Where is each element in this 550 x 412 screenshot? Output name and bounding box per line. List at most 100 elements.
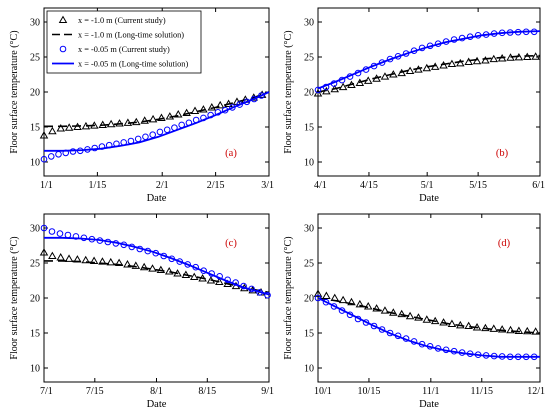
triangle-marker (506, 325, 515, 334)
triangle-marker (157, 113, 166, 121)
legend: x = -1.0 m (Current study) x = -1.0 m (Lo… (46, 10, 202, 74)
circle-marker (56, 230, 64, 237)
x-tick-label: 3/1 (261, 180, 274, 191)
series-circle-markers (40, 92, 265, 163)
circle-marker (134, 135, 142, 143)
x-tick-label: 2/15 (207, 180, 225, 191)
y-axis-label: Floor surface temperature (°C) (283, 236, 294, 359)
series-triangle-markers (39, 248, 266, 296)
x-tick-label: 7/1 (40, 386, 53, 397)
triangle-marker (64, 123, 74, 131)
triangle-marker (189, 272, 199, 281)
circle-marker (47, 153, 55, 160)
circle-marker (330, 303, 338, 310)
triangle-marker (114, 258, 124, 267)
circle-marker (264, 291, 271, 299)
triangle-marker (338, 295, 348, 304)
x-tick-label: 12/1 (527, 386, 545, 397)
series-solid-line (317, 30, 541, 90)
series-line (44, 91, 270, 128)
x-axis-label: Date (147, 399, 167, 410)
series-line (44, 91, 270, 152)
x-tick-label: 10/15 (358, 386, 381, 397)
triangle-marker (347, 297, 356, 306)
series-line (317, 54, 541, 93)
circle-marker (243, 98, 251, 106)
triangle-marker (363, 301, 373, 310)
circle-marker (48, 228, 56, 235)
circle-marker (40, 224, 48, 232)
panel-c: 10 15 20 25 30 7/1 7/15 8/1 8/15 9/1 Date Floor sur… (9, 213, 274, 410)
triangle-marker (322, 291, 331, 299)
x-tick-label: 8/15 (198, 386, 216, 397)
circle-marker (142, 133, 149, 141)
triangle-marker (338, 82, 348, 91)
x-tick-label: 10/1 (314, 386, 332, 397)
y-tick-label: 20 (304, 88, 314, 99)
y-tick-label: 10 (30, 158, 40, 169)
triangle-marker (489, 54, 499, 63)
y-tick-label: 30 (304, 224, 314, 235)
triangle-marker (207, 102, 217, 111)
circle-marker (91, 144, 99, 152)
legend-entry-label: x = -0.05 m (Long-time solution) (78, 60, 188, 69)
triangle-marker (447, 59, 457, 68)
y-tick-label: 30 (30, 224, 40, 235)
triangle-marker (372, 304, 381, 312)
panel-label: (a) (225, 148, 237, 159)
circle-marker (55, 151, 62, 158)
circle-marker (250, 95, 258, 103)
triangle-marker (481, 323, 490, 332)
series-solid-line (44, 236, 270, 296)
triangle-marker (481, 56, 490, 64)
triangle-marker (489, 324, 499, 332)
legend-entry-label: x = -0.05 m (Current study) (78, 45, 170, 54)
triangle-marker (106, 257, 116, 266)
series-line (317, 297, 540, 358)
x-tick-label: 11/1 (422, 386, 439, 397)
y-tick-label: 20 (30, 294, 40, 305)
triangle-marker (64, 254, 74, 262)
y-tick-label: 25 (304, 259, 314, 270)
triangle-marker (81, 255, 90, 264)
y-tick-label: 25 (30, 259, 40, 270)
triangle-marker (48, 126, 57, 135)
x-tick-label: 4/1 (314, 180, 327, 191)
panel-label: (b) (496, 148, 509, 159)
triangle-marker (456, 58, 465, 67)
x-tick-label: 4/15 (360, 180, 378, 191)
triangle-marker (355, 299, 365, 308)
triangle-marker (39, 248, 49, 256)
series-line (317, 30, 541, 90)
x-tick-label: 6/1 (532, 180, 545, 191)
triangle-marker (123, 259, 132, 268)
triangle-marker (164, 266, 174, 275)
triangle-marker (380, 306, 390, 314)
triangle-marker (132, 117, 141, 126)
x-tick-label: 2/1 (156, 180, 169, 191)
circle-marker (156, 128, 164, 136)
circle-marker (322, 298, 330, 306)
panel-d: 10 15 20 25 30 10/1 10/15 11/1 11/15 12/1 Date Floo… (283, 213, 545, 410)
x-tick-label: 5/15 (469, 180, 487, 191)
triangle-marker (148, 114, 158, 123)
y-tick-label: 25 (30, 53, 40, 64)
triangle-marker (56, 252, 65, 261)
triangle-marker (139, 262, 149, 271)
series-solid-line (317, 297, 540, 358)
triangle-marker (182, 108, 191, 117)
x-tick-label: 5/1 (421, 180, 434, 191)
y-tick-label: 15 (30, 123, 40, 134)
x-tick-label: 1/1 (40, 180, 53, 191)
triangle-marker (190, 106, 200, 114)
triangle-marker (523, 326, 532, 335)
triangle-marker (56, 123, 66, 132)
triangle-marker (215, 100, 225, 109)
series-dashed-line (317, 54, 541, 93)
y-tick-label: 25 (304, 53, 314, 64)
y-tick-label: 30 (30, 18, 40, 29)
circle-marker (64, 231, 72, 239)
series-line (44, 236, 270, 296)
circle-marker (314, 294, 322, 302)
